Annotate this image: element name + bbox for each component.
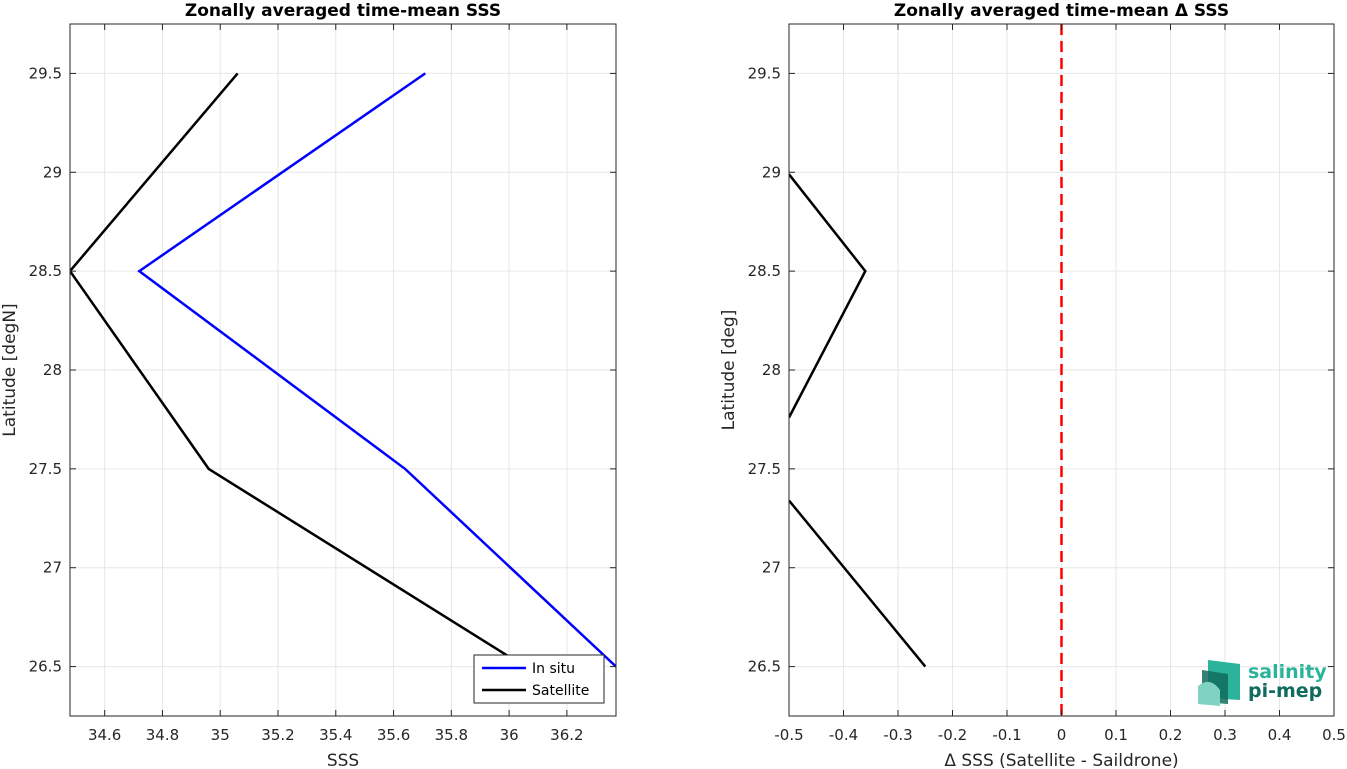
- right-panel-delta-sss: -0.5 -0.4 -0.3 -0.2 -0.1 0 0.1 0.2 0.3 0.4 0.5 26.5…: [719, 1, 1346, 769]
- legend-entry: Satellite: [532, 683, 589, 699]
- y-tick-label: 27: [43, 559, 62, 577]
- x-tick-label: 0.4: [1268, 726, 1292, 744]
- y-tick-label: 26.5: [748, 658, 781, 676]
- x-tick-label: 36.2: [550, 726, 583, 744]
- y-tick-label: 28.5: [748, 262, 781, 280]
- chart-title: Zonally averaged time-mean Δ SSS: [894, 1, 1229, 21]
- y-tick-label: 27.5: [748, 460, 781, 478]
- chart-title: Zonally averaged time-mean SSS: [185, 1, 501, 21]
- y-tick-label: 28.5: [29, 262, 62, 280]
- logo-text-salinity: salinity: [1248, 661, 1327, 683]
- x-tick-label: 35.8: [435, 726, 468, 744]
- x-axis-label: Δ SSS (Satellite - Saildrone): [944, 751, 1178, 769]
- y-tick-label: 29.5: [29, 64, 62, 82]
- legend: In situ Satellite: [473, 654, 605, 704]
- x-axis-label: SSS: [327, 751, 359, 769]
- series-line-delta: [789, 173, 867, 419]
- y-tick-label: 29: [762, 163, 781, 181]
- x-tick-label: 0.2: [1159, 726, 1183, 744]
- series-group: [789, 173, 927, 668]
- series-line-delta: [789, 499, 927, 668]
- x-tick-label: 35.2: [261, 726, 294, 744]
- y-axis-label: Latitude [degN]: [0, 303, 20, 436]
- series-line-in-situ: [137, 72, 616, 668]
- logo-wave-icon-front: [1198, 681, 1220, 706]
- x-tick-label: 36: [500, 726, 519, 744]
- x-tick-label: 0.1: [1104, 726, 1128, 744]
- y-tick-label: 26.5: [29, 658, 62, 676]
- x-tick-label: 0: [1057, 726, 1067, 744]
- x-tick-label: -0.1: [992, 726, 1021, 744]
- y-tick-label: 29: [43, 163, 62, 181]
- legend-entry: In situ: [532, 661, 575, 677]
- x-tick-label: -0.4: [829, 726, 858, 744]
- x-tick-label: 35.6: [377, 726, 410, 744]
- y-tick-label: 29.5: [748, 64, 781, 82]
- x-tick-label: 0.5: [1322, 726, 1346, 744]
- y-axis-label: Latitude [deg]: [719, 310, 739, 431]
- x-tick-label: 35.4: [319, 726, 352, 744]
- y-tick-label: 27: [762, 559, 781, 577]
- x-tick-label: 35: [211, 726, 230, 744]
- series-group: [70, 72, 616, 668]
- series-line-satellite: [70, 72, 510, 658]
- legend-box: [473, 654, 605, 704]
- x-tick-label: 0.3: [1213, 726, 1237, 744]
- x-tick-label: 34.6: [88, 726, 121, 744]
- logo-text-pi-mep: pi-mep: [1248, 680, 1322, 702]
- x-tick-label: -0.5: [774, 726, 803, 744]
- x-tick-label: -0.2: [938, 726, 967, 744]
- x-tick-label: 34.8: [146, 726, 179, 744]
- y-tick-label: 28: [43, 361, 62, 379]
- y-tick-label: 27.5: [29, 460, 62, 478]
- y-tick-label: 28: [762, 361, 781, 379]
- left-panel-sss: 34.6 34.8 35 35.2 35.4 35.6 35.8 36 36.2 26.5 27 27…: [0, 1, 617, 769]
- x-tick-label: -0.3: [883, 726, 912, 744]
